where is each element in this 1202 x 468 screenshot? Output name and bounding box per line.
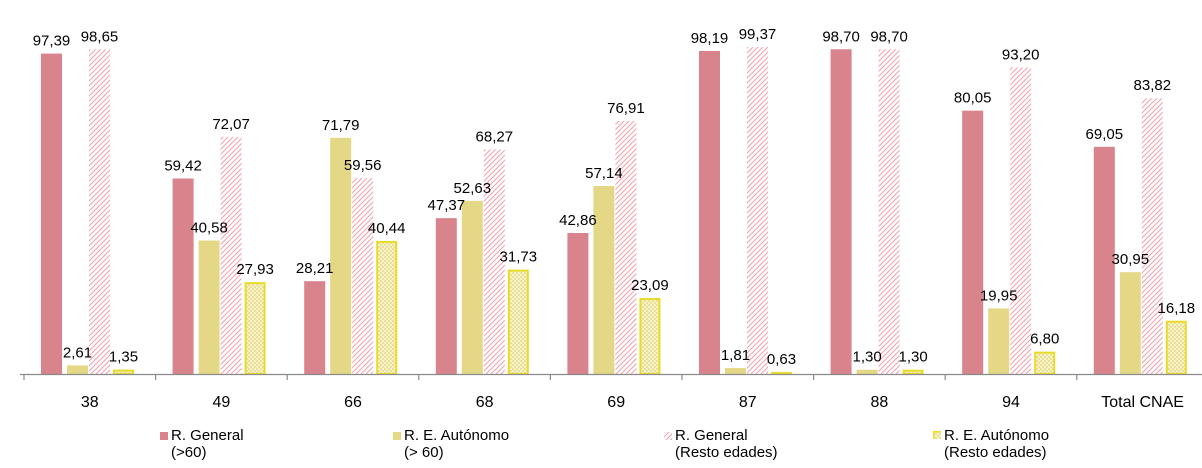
x-axis: 38 49 66 68 69 87 88 94 Total CNAE	[20, 373, 1202, 411]
bar-2-87	[725, 368, 746, 374]
data-label: 80,05	[954, 90, 992, 107]
bar-3-total-cnae	[1141, 98, 1163, 374]
bar-3-69	[615, 120, 637, 375]
x-tick-label: 38	[81, 394, 99, 411]
data-label: 98,70	[870, 28, 908, 45]
bar-chart: 97,39 2,61 98,65 1,35 59,42 40,58 72,07 27,93 28…	[20, 26, 1202, 411]
legend: R. General (>60) R. E. Autónomo (> 60) R…	[0, 427, 1202, 468]
bar-1-66	[304, 281, 326, 374]
legend-item-general-resto: R. General (Resto edades)	[664, 427, 778, 461]
data-label: 1,30	[852, 349, 881, 366]
bar-2-38	[67, 365, 88, 374]
legend-label: R. E. Autónomo (Resto edades)	[944, 427, 1050, 461]
data-label: 31,73	[500, 249, 538, 266]
bar-3-68	[483, 149, 505, 374]
bar-3-49	[220, 136, 242, 374]
legend-label: R. General (Resto edades)	[675, 427, 778, 461]
bar-4-49	[244, 282, 266, 375]
bar-3-88	[878, 49, 900, 374]
value-labels-layer: 97,39 2,61 98,65 1,35 59,42 40,58 72,07 27,93 28…	[33, 26, 1195, 368]
legend-swatch	[393, 432, 401, 440]
x-tick-label: 94	[1002, 394, 1020, 411]
data-label: 2,61	[63, 344, 92, 361]
bar-1-69	[567, 232, 589, 374]
bar-2-49	[198, 240, 220, 374]
data-label: 27,93	[236, 261, 274, 278]
x-tick-label: 69	[607, 394, 625, 411]
bar-3-38	[89, 49, 110, 375]
data-label: 1,35	[109, 349, 138, 366]
x-tick-label: Total CNAE	[1101, 394, 1184, 411]
data-label: 59,42	[164, 158, 202, 175]
data-label: 30,95	[1112, 251, 1150, 268]
data-label: 0,63	[767, 351, 796, 368]
bar-3-94	[1010, 67, 1032, 374]
data-label: 98,19	[691, 30, 729, 47]
bar-4-68	[507, 269, 529, 376]
legend-label: R. E. Autónomo (> 60)	[404, 427, 510, 461]
bar-2-66	[330, 137, 352, 374]
data-label: 1,30	[898, 349, 927, 366]
data-label: 98,70	[822, 28, 860, 45]
data-label: 1,81	[721, 347, 750, 364]
data-label: 40,58	[190, 219, 228, 236]
bar-2-88	[856, 369, 878, 374]
data-label: 47,37	[428, 197, 466, 214]
data-label: 98,65	[81, 28, 119, 45]
bar-4-total-cnae	[1165, 320, 1187, 375]
bar-2-total-cnae	[1119, 272, 1141, 374]
data-label: 69,05	[1086, 126, 1124, 143]
data-label: 52,63	[454, 180, 492, 197]
legend-label: R. General (>60)	[171, 427, 244, 461]
x-tick-label: 68	[476, 394, 494, 411]
x-tick-label: 87	[739, 394, 757, 411]
bar-2-94	[988, 308, 1010, 374]
data-label: 23,09	[631, 277, 669, 294]
data-label: 72,07	[212, 116, 250, 133]
bar-1-38	[41, 53, 62, 374]
data-label: 59,56	[344, 157, 382, 174]
data-label: 16,18	[1158, 300, 1196, 317]
bar-1-94	[962, 110, 984, 374]
data-label: 76,91	[607, 100, 645, 117]
bar-2-69	[593, 186, 615, 374]
legend-swatch	[664, 432, 672, 440]
bar-4-94	[1034, 351, 1056, 375]
data-label: 42,86	[559, 212, 597, 229]
data-label: 71,79	[322, 117, 360, 134]
legend-swatch	[933, 431, 941, 439]
bar-4-87	[771, 371, 792, 376]
legend-swatch	[160, 432, 168, 440]
x-tick-label: 66	[344, 394, 362, 411]
data-label: 93,20	[1002, 46, 1040, 63]
bar-1-total-cnae	[1093, 146, 1115, 374]
bar-4-88	[902, 369, 924, 375]
data-label: 57,14	[585, 165, 623, 182]
data-label: 6,80	[1030, 331, 1059, 348]
bar-4-38	[113, 369, 134, 376]
data-label: 19,95	[980, 287, 1018, 304]
bar-1-87	[699, 50, 720, 375]
legend-item-autonomo-60: R. E. Autónomo (> 60)	[393, 427, 509, 461]
bar-1-68	[435, 218, 457, 374]
bar-2-68	[461, 200, 483, 374]
legend-item-autonomo-resto: R. E. Autónomo (Resto edades)	[933, 427, 1049, 461]
bar-4-66	[376, 240, 398, 375]
bar-3-66	[352, 178, 374, 374]
x-tick-label: 88	[871, 394, 889, 411]
bar-1-49	[172, 178, 194, 374]
data-label: 68,27	[476, 128, 514, 145]
data-label: 28,21	[296, 260, 334, 277]
data-label: 97,39	[33, 33, 71, 50]
x-tick-label: 49	[213, 394, 231, 411]
data-label: 40,44	[368, 220, 406, 237]
bar-3-87	[747, 47, 768, 375]
bar-1-88	[830, 49, 852, 374]
bars-layer	[41, 47, 1187, 376]
data-label: 99,37	[739, 26, 777, 43]
legend-item-general-60: R. General (>60)	[160, 427, 244, 461]
data-label: 83,82	[1134, 77, 1172, 94]
bar-4-69	[639, 298, 661, 376]
